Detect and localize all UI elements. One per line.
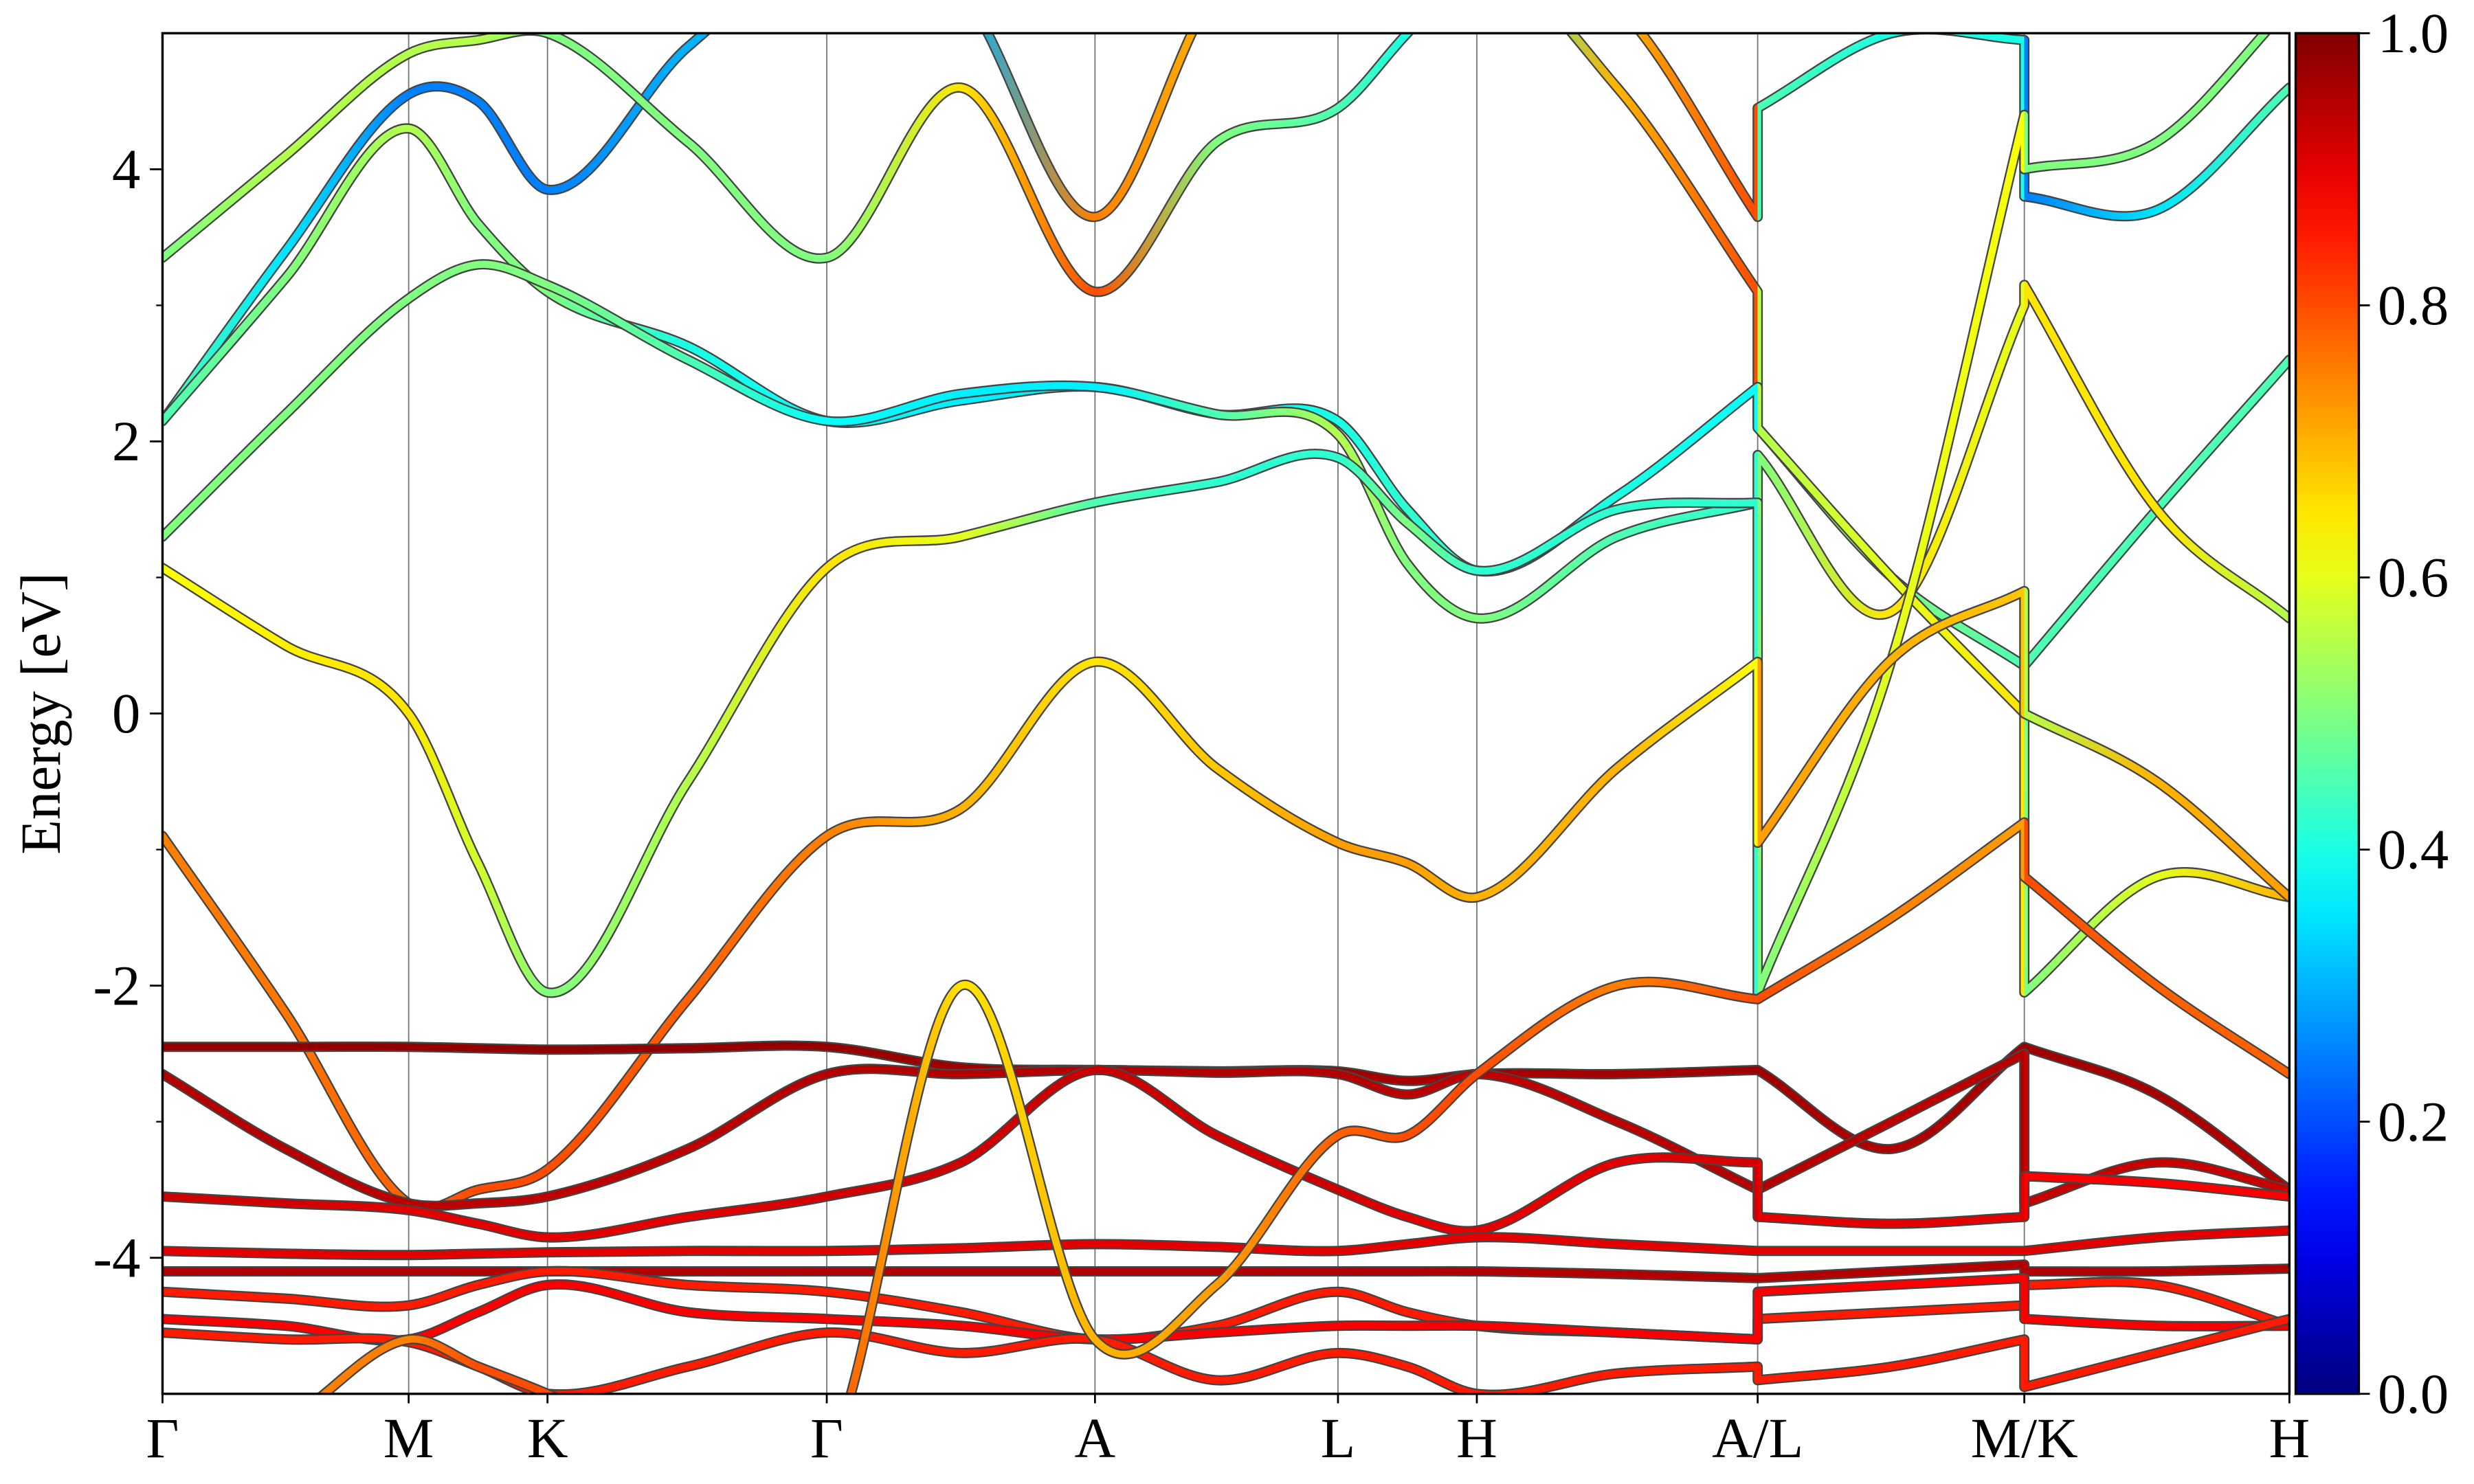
plot-frame xyxy=(161,32,2291,1395)
band-outline xyxy=(162,259,2290,624)
band xyxy=(162,33,2269,996)
band xyxy=(162,1274,2290,1345)
x-tick-label: A xyxy=(1075,1406,1116,1470)
band xyxy=(162,1050,2290,1210)
x-tick-label: M/K xyxy=(1971,1406,2078,1470)
colorbar-tick-label: 0.4 xyxy=(2378,818,2449,881)
band-outline xyxy=(162,585,2290,1214)
colorbar-tick-label: 0.6 xyxy=(2378,546,2449,609)
band xyxy=(162,260,2290,622)
bands xyxy=(162,33,2290,1394)
colorbar-tick-label: 0.2 xyxy=(2378,1090,2449,1153)
band xyxy=(162,1267,2290,1344)
band-outline xyxy=(162,1040,2290,1195)
colorbar-tick-label: 0.8 xyxy=(2378,273,2449,337)
y-tick-label: 4 xyxy=(112,137,140,201)
x-tick-label: H xyxy=(2269,1406,2310,1470)
x-tick-label: L xyxy=(1321,1406,1355,1470)
y-tick-label: -2 xyxy=(93,954,140,1017)
x-tick-label: Γ xyxy=(810,1406,843,1470)
x-tick-label: H xyxy=(1456,1406,1497,1470)
y-axis-label: Energy [eV] xyxy=(9,572,72,854)
y-tick-label: -4 xyxy=(93,1226,140,1289)
band-outline xyxy=(162,33,2272,998)
band xyxy=(318,818,2290,1394)
y-tick-label: 0 xyxy=(112,682,140,745)
x-tick-label: Γ xyxy=(146,1406,179,1470)
colorbar-tick-label: 0.0 xyxy=(2378,1362,2449,1425)
colorbar-tick-label: 1.0 xyxy=(2378,1,2449,65)
band xyxy=(162,1261,2290,1282)
band xyxy=(162,1066,2290,1241)
band xyxy=(162,1226,2290,1259)
colorbar xyxy=(2294,32,2361,1395)
band-outline xyxy=(162,1048,2290,1211)
x-tick-label: A/L xyxy=(1712,1406,1803,1470)
band xyxy=(162,587,2290,1213)
x-tick-label: K xyxy=(527,1406,568,1470)
y-tick-label: 2 xyxy=(112,409,140,473)
x-tick-label: M xyxy=(383,1406,434,1470)
